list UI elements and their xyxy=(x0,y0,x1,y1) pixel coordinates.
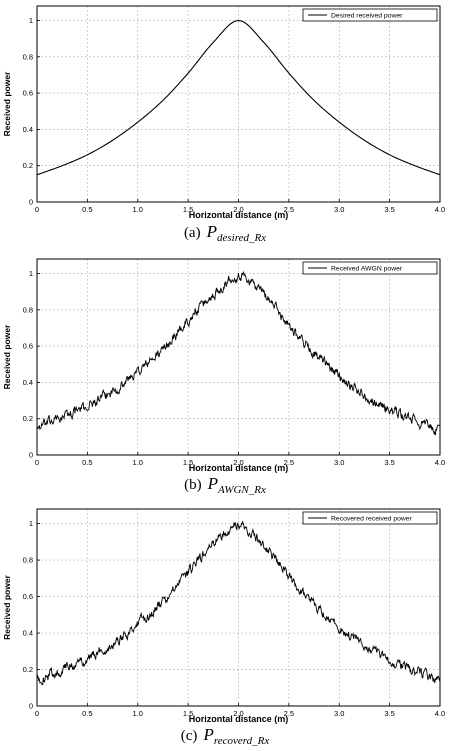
x-tick-label: 3.0 xyxy=(334,709,344,718)
x-tick-label: 2.0 xyxy=(233,458,243,467)
x-tick-label: 0.5 xyxy=(82,458,92,467)
caption-symbol: P xyxy=(207,474,219,493)
y-tick-label: 0 xyxy=(29,702,33,711)
x-tick-label: 4.0 xyxy=(435,709,445,718)
caption-a: (a) Pdesired_Rx xyxy=(0,222,450,244)
chart-a: 0 0.5 1.0 1.5 2.0 2.5 3.0 3.5 4.0 0 0.2 0.4 0.6 0.8 1 H… xyxy=(2,5,445,220)
y-tick-label: 0.8 xyxy=(23,556,33,565)
y-axis-label: Received power xyxy=(2,71,12,136)
caption-subscript: AWGN_Rx xyxy=(218,484,266,496)
caption-subscript: desired_Rx xyxy=(216,232,267,244)
x-tick-label: 0 xyxy=(35,205,39,214)
legend-label: Desired received power xyxy=(331,13,403,20)
y-tick-label: 0.6 xyxy=(23,89,33,98)
chart-panel-b: 0 0.5 1.0 1.5 2.0 2.5 3.0 3.5 4.0 0 0.2 0.4 0.6 0.8 1 H… xyxy=(0,252,450,500)
legend-box xyxy=(302,261,438,275)
y-tick-label: 0.4 xyxy=(23,378,33,387)
y-tick-label: 0.2 xyxy=(23,414,33,423)
y-tick-label: 0.2 xyxy=(23,161,33,170)
x-tick-label: 2.0 xyxy=(233,709,243,718)
x-tick-label: 3.0 xyxy=(334,205,344,214)
x-tick-label: 1.5 xyxy=(183,205,193,214)
caption-c: (c) Precoverd_Rx xyxy=(0,725,450,747)
y-tick-label: 1 xyxy=(29,519,33,528)
x-tick-label: 1.5 xyxy=(183,458,193,467)
x-tick-label: 0.5 xyxy=(82,205,92,214)
chart-panel-a: 0 0.5 1.0 1.5 2.0 2.5 3.0 3.5 4.0 0 0.2 0.4 0.6 0.8 1 H… xyxy=(0,0,450,250)
caption-letter: (b) xyxy=(184,477,202,493)
y-tick-label: 0.4 xyxy=(23,125,33,134)
y-tick-label: 0 xyxy=(29,198,33,207)
y-tick-label: 1 xyxy=(29,269,33,278)
x-tick-label: 4.0 xyxy=(435,458,445,467)
caption-letter: (a) xyxy=(183,225,201,241)
legend-box xyxy=(302,511,438,525)
x-tick-label: 1.0 xyxy=(133,709,143,718)
y-tick-label: 0.6 xyxy=(23,592,33,601)
x-tick-label: 1.0 xyxy=(133,205,143,214)
x-tick-label: 3.5 xyxy=(384,458,394,467)
y-tick-label: 0.8 xyxy=(23,305,33,314)
x-tick-label: 0 xyxy=(35,709,39,718)
caption-subscript: recoverd_Rx xyxy=(213,735,270,747)
x-tick-label: 3.5 xyxy=(384,709,394,718)
caption-b: (b) PAWGN_Rx xyxy=(0,474,450,496)
x-axis-label: Horizontal distance (m) xyxy=(189,714,289,724)
legend-label: Recovered received power xyxy=(331,516,413,523)
x-tick-label: 3.0 xyxy=(334,458,344,467)
x-axis-label: Horizontal distance (m) xyxy=(189,463,289,473)
caption-symbol: P xyxy=(203,725,214,744)
plot-frame xyxy=(36,508,441,707)
x-tick-label: 0 xyxy=(35,458,39,467)
series-line xyxy=(36,520,441,686)
x-tick-label: 1.5 xyxy=(183,709,193,718)
chart-c: 0 0.5 1.0 1.5 2.0 2.5 3.0 3.5 4.0 0 0.2 0.4 0.6 0.8 1 H… xyxy=(2,508,445,724)
y-tick-label: 0 xyxy=(29,451,33,460)
caption-letter: (c) xyxy=(180,728,198,744)
legend-box xyxy=(302,8,438,22)
chart-b: 0 0.5 1.0 1.5 2.0 2.5 3.0 3.5 4.0 0 0.2 0.4 0.6 0.8 1 H… xyxy=(2,258,445,473)
x-axis-label: Horizontal distance (m) xyxy=(189,210,289,220)
y-tick-label: 0.2 xyxy=(23,665,33,674)
x-tick-label: 2.5 xyxy=(284,458,294,467)
y-axis-label: Received power xyxy=(2,324,12,389)
x-tick-label: 4.0 xyxy=(435,205,445,214)
y-tick-label: 0.4 xyxy=(23,629,33,638)
x-tick-label: 2.5 xyxy=(284,709,294,718)
y-tick-label: 0.6 xyxy=(23,342,33,351)
y-axis-label: Received power xyxy=(2,574,12,639)
x-tick-label: 2.0 xyxy=(233,205,243,214)
y-tick-label: 1 xyxy=(29,16,33,25)
y-tick-label: 0.8 xyxy=(23,52,33,61)
series-line xyxy=(36,19,441,176)
series-line xyxy=(36,270,441,436)
caption-symbol: P xyxy=(206,222,217,241)
chart-panel-c: 0 0.5 1.0 1.5 2.0 2.5 3.0 3.5 4.0 0 0.2 0.4 0.6 0.8 1 H… xyxy=(0,502,450,751)
x-tick-label: 1.0 xyxy=(133,458,143,467)
x-tick-label: 0.5 xyxy=(82,709,92,718)
x-tick-label: 2.5 xyxy=(284,205,294,214)
legend-label: Received AWGN power xyxy=(331,266,403,273)
x-tick-label: 3.5 xyxy=(384,205,394,214)
